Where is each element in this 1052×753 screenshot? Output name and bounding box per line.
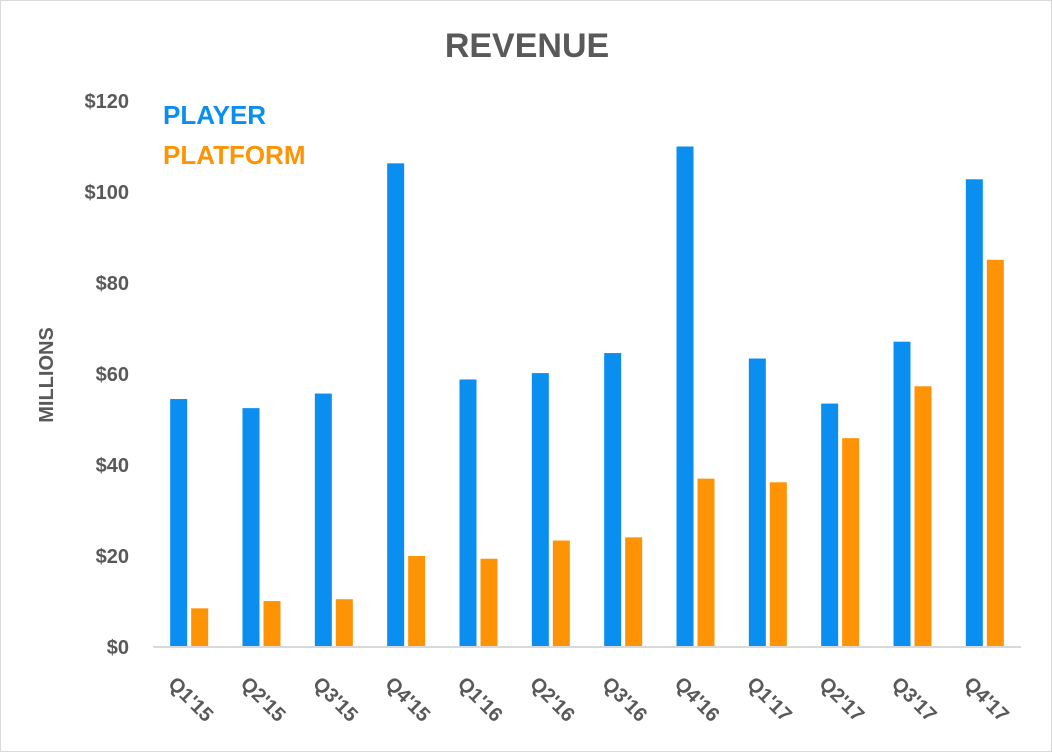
platform-bar (408, 556, 426, 647)
x-tick-label: Q1'16 (453, 673, 507, 727)
x-tick-label: Q3'17 (887, 673, 941, 727)
platform-bar (986, 259, 1004, 647)
player-bar (604, 353, 622, 647)
x-tick-label: Q4'16 (670, 673, 724, 727)
legend-platform: PLATFORM (163, 140, 306, 170)
x-tick-label: Q4'17 (959, 673, 1013, 727)
platform-bar (191, 608, 209, 647)
platform-bar (263, 601, 281, 647)
player-bar (531, 373, 549, 647)
x-tick-label: Q4'15 (381, 673, 435, 727)
y-tick-label: $20 (96, 546, 129, 568)
platform-bar (625, 537, 643, 647)
legend-player: PLAYER (163, 100, 266, 130)
platform-bar (842, 438, 860, 647)
platform-bar (914, 386, 932, 647)
bars (170, 146, 1004, 647)
player-bar (965, 179, 983, 647)
platform-bar (335, 599, 353, 647)
player-bar (170, 399, 188, 647)
player-bar (748, 358, 766, 647)
platform-bar (552, 540, 570, 647)
platform-bar (480, 558, 498, 647)
y-tick-label: $60 (96, 364, 129, 386)
y-tick-label: $0 (107, 637, 129, 659)
platform-bar (697, 478, 715, 647)
player-bar (676, 146, 694, 647)
y-axis-ticks: $0 $20 $40 $60 $80 $100 $120 (85, 91, 130, 659)
x-tick-label: Q3'15 (308, 673, 362, 727)
x-tick-label: Q1'15 (164, 673, 218, 727)
player-bar (821, 403, 839, 647)
player-bar (242, 408, 260, 647)
player-bar (314, 393, 332, 647)
player-bar (387, 163, 405, 647)
x-tick-label: Q2'17 (815, 673, 869, 727)
x-tick-label: Q1'17 (742, 673, 796, 727)
y-tick-label: $80 (96, 273, 129, 295)
y-tick-label: $120 (85, 91, 130, 113)
player-bar (893, 341, 911, 647)
platform-bar (769, 482, 787, 647)
y-tick-label: $40 (96, 455, 129, 477)
chart-title: REVENUE (445, 27, 609, 65)
player-bar (459, 379, 477, 647)
x-tick-label: Q2'16 (525, 673, 579, 727)
x-axis-ticks: Q1'15 Q2'15 Q3'15 Q4'15 Q1'16 Q2'16 Q3'16 Q4'16… (164, 673, 1013, 727)
y-tick-label: $100 (85, 182, 130, 204)
y-axis-label: MILLIONS (36, 327, 58, 423)
x-tick-label: Q2'15 (236, 673, 290, 727)
x-tick-label: Q3'16 (598, 673, 652, 727)
